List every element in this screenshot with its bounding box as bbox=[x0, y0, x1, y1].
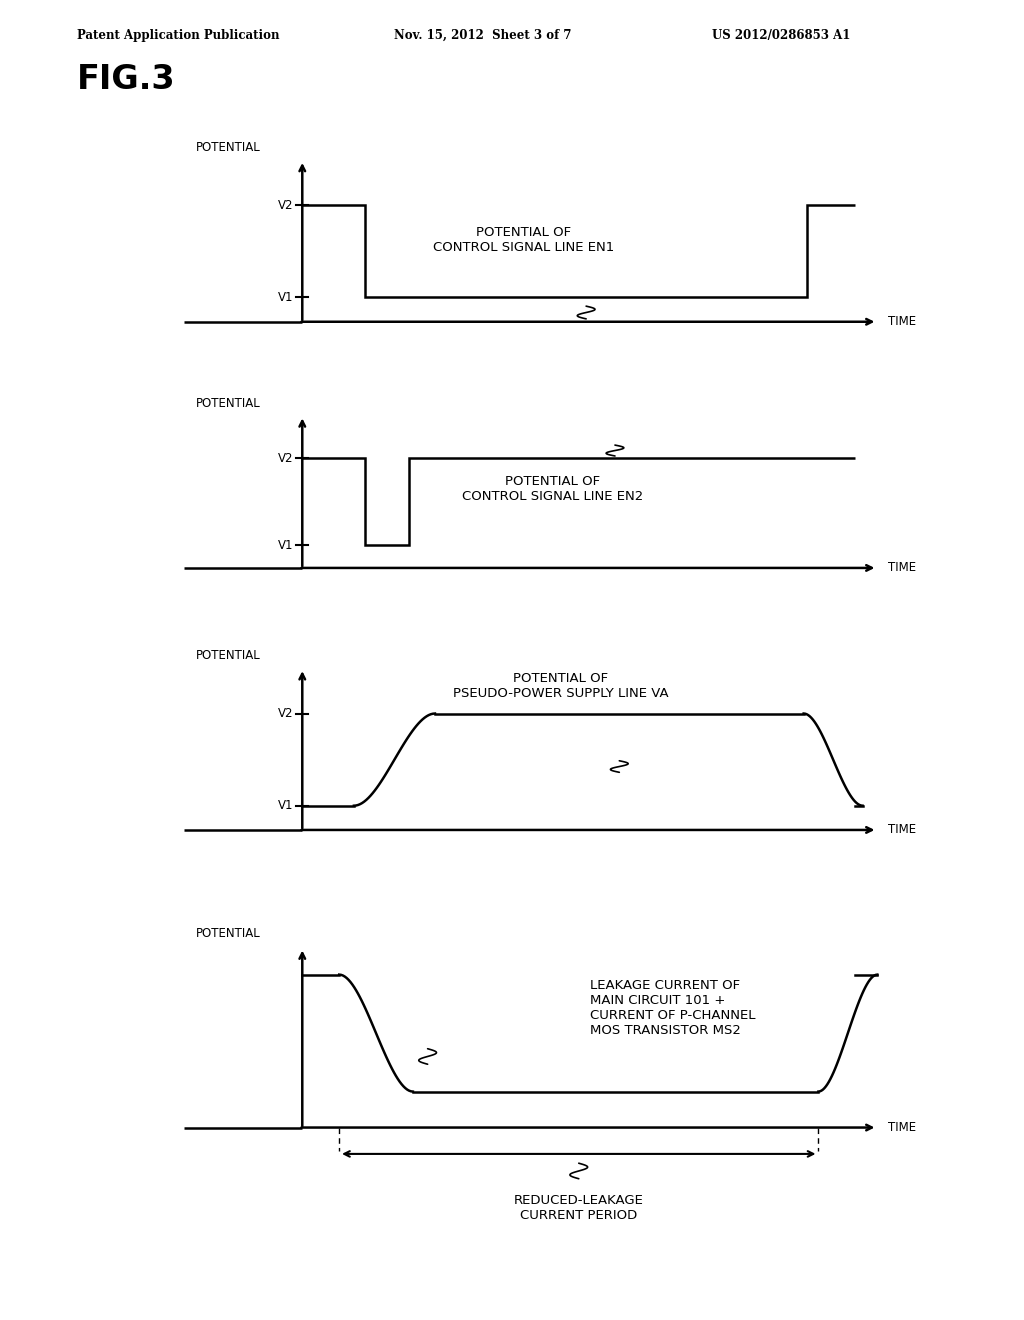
Text: REDUCED-LEAKAGE
CURRENT PERIOD: REDUCED-LEAKAGE CURRENT PERIOD bbox=[514, 1195, 644, 1222]
Text: V2: V2 bbox=[278, 451, 294, 465]
Text: Patent Application Publication: Patent Application Publication bbox=[77, 29, 280, 42]
Text: US 2012/0286853 A1: US 2012/0286853 A1 bbox=[712, 29, 850, 42]
Text: V2: V2 bbox=[278, 199, 294, 211]
Text: V1: V1 bbox=[278, 290, 294, 304]
Text: TIME: TIME bbox=[889, 824, 916, 837]
Text: V1: V1 bbox=[278, 799, 294, 812]
Text: TIME: TIME bbox=[889, 561, 916, 574]
Text: TIME: TIME bbox=[889, 315, 916, 329]
Text: POTENTIAL: POTENTIAL bbox=[196, 927, 260, 940]
Text: POTENTIAL: POTENTIAL bbox=[196, 141, 260, 154]
Text: POTENTIAL OF
PSEUDO-POWER SUPPLY LINE VA: POTENTIAL OF PSEUDO-POWER SUPPLY LINE VA bbox=[453, 672, 668, 700]
Text: V2: V2 bbox=[278, 708, 294, 719]
Text: Nov. 15, 2012  Sheet 3 of 7: Nov. 15, 2012 Sheet 3 of 7 bbox=[394, 29, 571, 42]
Text: POTENTIAL: POTENTIAL bbox=[196, 649, 260, 663]
Text: LEAKAGE CURRENT OF
MAIN CIRCUIT 101 +
CURRENT OF P-CHANNEL
MOS TRANSISTOR MS2: LEAKAGE CURRENT OF MAIN CIRCUIT 101 + CU… bbox=[590, 979, 756, 1038]
Text: POTENTIAL OF
CONTROL SIGNAL LINE EN1: POTENTIAL OF CONTROL SIGNAL LINE EN1 bbox=[433, 226, 614, 253]
Text: TIME: TIME bbox=[889, 1121, 916, 1134]
Text: POTENTIAL OF
CONTROL SIGNAL LINE EN2: POTENTIAL OF CONTROL SIGNAL LINE EN2 bbox=[462, 475, 644, 503]
Text: V1: V1 bbox=[278, 539, 294, 552]
Text: FIG.3: FIG.3 bbox=[77, 63, 175, 96]
Text: POTENTIAL: POTENTIAL bbox=[196, 397, 260, 411]
